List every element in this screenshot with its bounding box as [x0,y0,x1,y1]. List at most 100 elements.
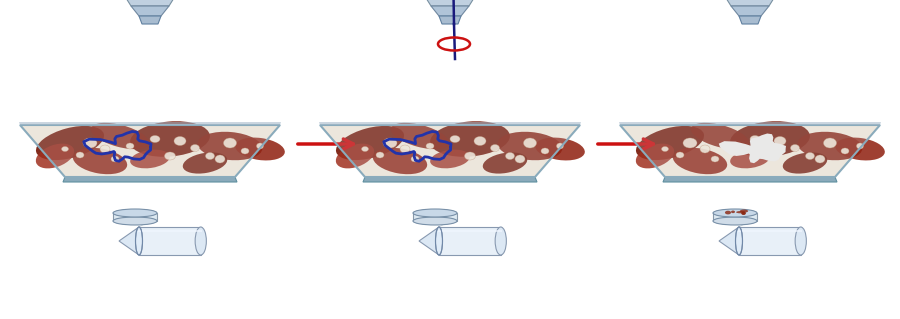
Ellipse shape [430,150,470,168]
Ellipse shape [430,121,510,157]
Ellipse shape [636,126,704,160]
Ellipse shape [524,138,536,148]
Ellipse shape [824,138,836,148]
Ellipse shape [790,145,799,152]
Ellipse shape [774,137,786,145]
Ellipse shape [256,143,264,149]
Polygon shape [731,6,769,16]
Polygon shape [139,227,201,255]
Polygon shape [363,177,537,182]
Ellipse shape [150,136,160,143]
Ellipse shape [83,138,97,148]
Ellipse shape [111,156,119,162]
Polygon shape [663,177,837,182]
Ellipse shape [373,148,427,174]
Ellipse shape [495,227,507,255]
Ellipse shape [450,136,460,143]
Ellipse shape [73,148,127,174]
Polygon shape [620,125,880,177]
Polygon shape [439,16,461,24]
Polygon shape [20,125,280,177]
Ellipse shape [750,136,760,143]
Ellipse shape [711,156,719,162]
Ellipse shape [391,123,449,149]
Ellipse shape [796,227,806,255]
Ellipse shape [506,152,515,160]
Polygon shape [619,122,881,125]
Ellipse shape [235,137,284,160]
Ellipse shape [742,212,745,215]
Polygon shape [419,227,439,255]
Ellipse shape [676,152,684,158]
Polygon shape [19,122,281,125]
Polygon shape [426,0,474,6]
Ellipse shape [362,146,368,152]
Ellipse shape [725,211,731,214]
Ellipse shape [130,121,210,157]
Ellipse shape [700,145,710,153]
Ellipse shape [673,148,727,174]
Polygon shape [131,6,169,16]
Ellipse shape [841,148,849,154]
Ellipse shape [223,138,237,148]
Ellipse shape [536,137,585,160]
Ellipse shape [174,137,186,145]
Ellipse shape [436,227,443,255]
Ellipse shape [36,126,104,160]
Polygon shape [739,227,801,255]
Polygon shape [719,227,739,255]
Ellipse shape [130,150,170,168]
Ellipse shape [691,123,749,149]
Ellipse shape [336,144,374,168]
Ellipse shape [136,227,142,255]
Polygon shape [713,213,757,221]
Ellipse shape [195,227,206,255]
Ellipse shape [126,143,134,149]
Polygon shape [119,227,139,255]
Polygon shape [726,0,774,6]
Ellipse shape [36,144,74,168]
Ellipse shape [662,146,669,152]
Polygon shape [139,16,161,24]
Ellipse shape [857,143,863,149]
Ellipse shape [731,211,735,213]
Ellipse shape [730,121,810,157]
Ellipse shape [713,209,757,217]
Ellipse shape [464,152,475,160]
Ellipse shape [730,150,770,168]
Ellipse shape [413,209,457,217]
Ellipse shape [556,143,563,149]
Ellipse shape [376,152,384,158]
Polygon shape [113,213,157,221]
Ellipse shape [735,227,742,255]
Ellipse shape [76,152,84,158]
Ellipse shape [541,148,549,154]
Ellipse shape [783,152,827,174]
Ellipse shape [198,132,263,160]
Polygon shape [320,125,580,177]
Ellipse shape [100,145,110,153]
Ellipse shape [165,152,176,160]
Ellipse shape [474,137,486,145]
Ellipse shape [797,132,862,160]
Ellipse shape [740,210,748,213]
Polygon shape [63,177,237,182]
Ellipse shape [482,152,527,174]
Ellipse shape [806,152,814,160]
Ellipse shape [241,148,249,154]
Polygon shape [413,213,457,221]
Polygon shape [739,16,761,24]
Ellipse shape [61,146,68,152]
Ellipse shape [413,217,457,225]
Polygon shape [319,122,581,125]
Ellipse shape [205,152,214,160]
Polygon shape [20,125,280,177]
Ellipse shape [491,145,500,152]
Polygon shape [126,0,174,6]
Ellipse shape [183,152,227,174]
Ellipse shape [835,137,885,160]
Ellipse shape [411,156,419,162]
Polygon shape [439,227,500,255]
Polygon shape [719,133,786,163]
Ellipse shape [736,211,745,213]
